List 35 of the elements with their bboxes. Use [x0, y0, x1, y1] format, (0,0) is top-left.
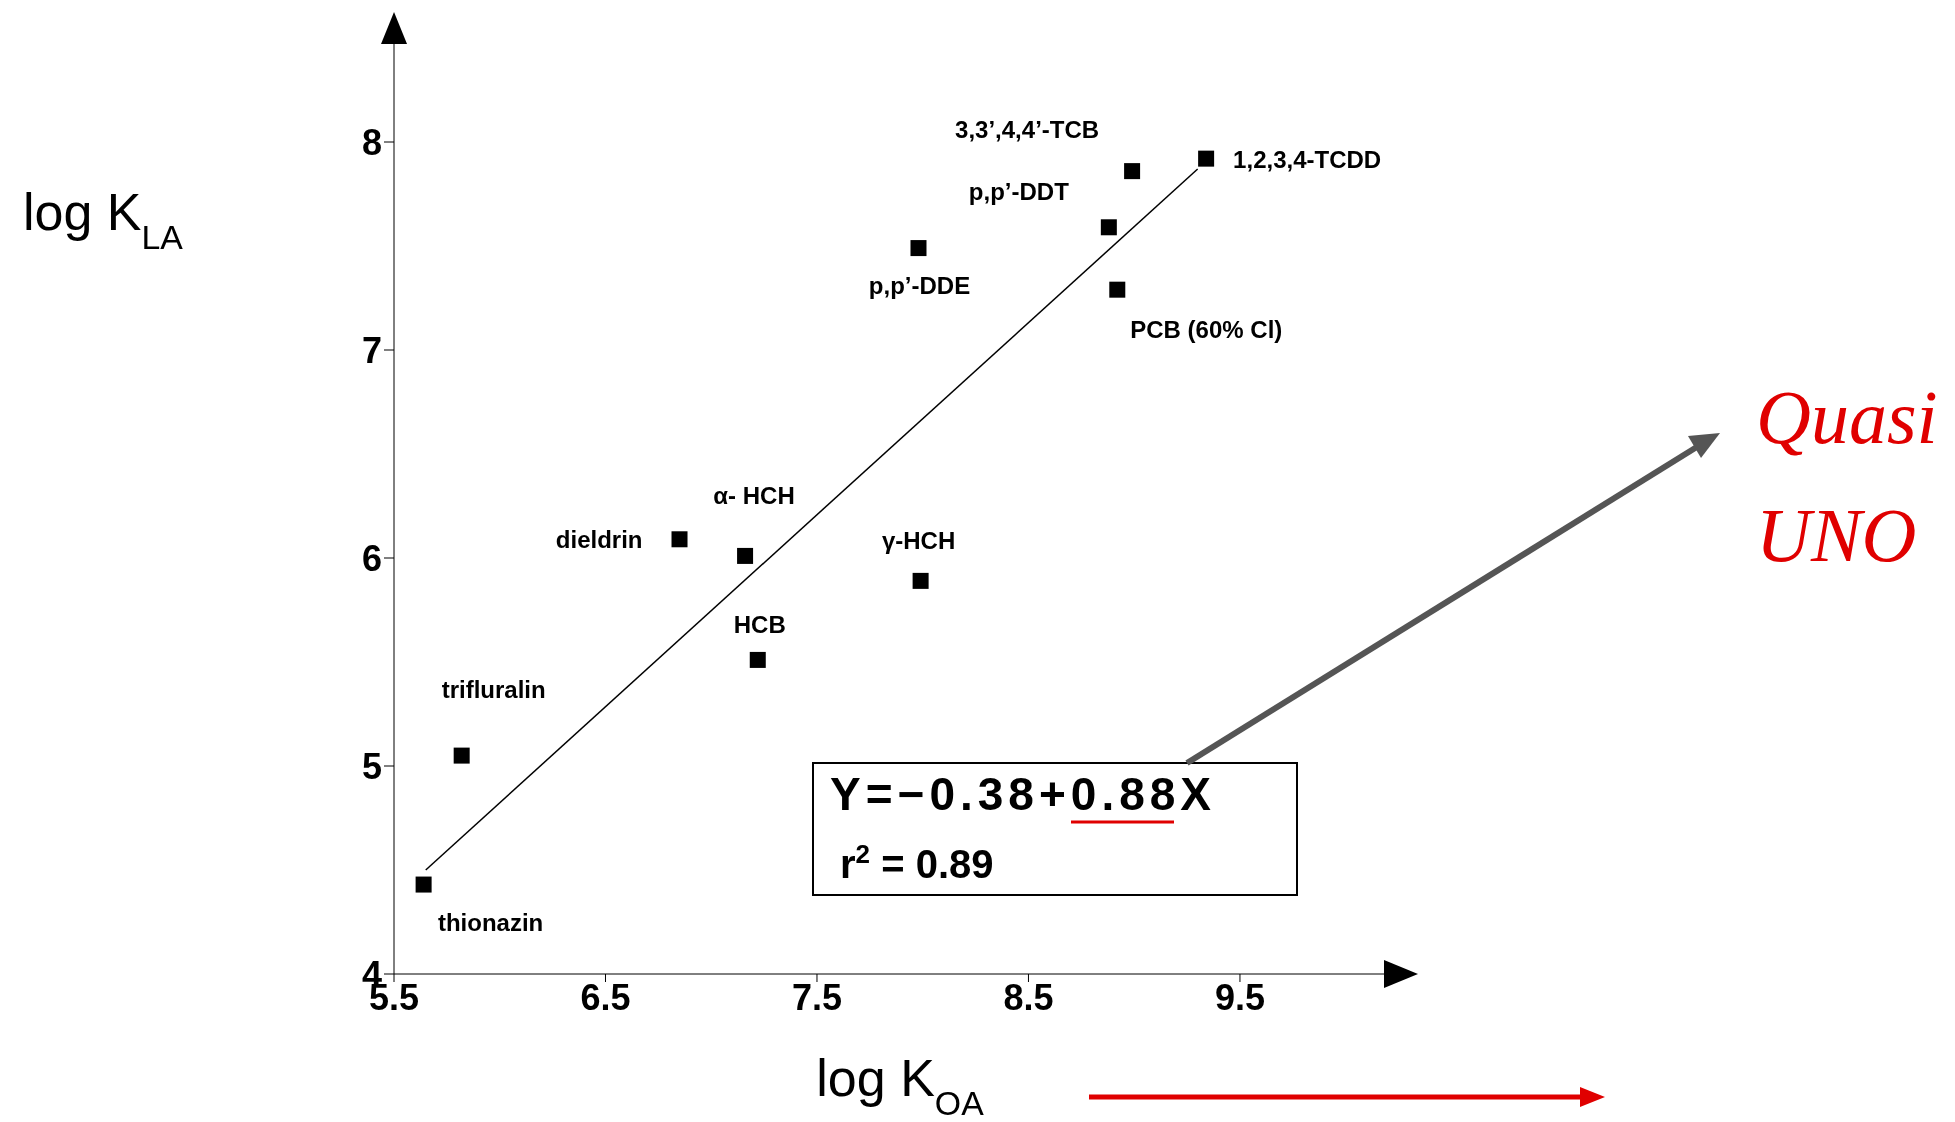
y-axis-title: log K$_{LA}$ — [23, 183, 184, 256]
x-axis-title: log K$_{OA}$ — [816, 1049, 985, 1122]
text: Quasi UNO — [1756, 375, 1938, 577]
y-tick-label: 6 — [361, 537, 382, 579]
annotation: HCB — [733, 610, 786, 638]
y-tick-label: 7 — [361, 329, 382, 371]
x-tick-label: 8.5 — [1003, 976, 1054, 1018]
annotation: γ-HCH — [881, 526, 956, 554]
x-tick-label: 7.5 — [791, 976, 842, 1018]
point — [912, 572, 929, 589]
point — [749, 651, 766, 668]
y-tick-label: 5 — [361, 745, 382, 787]
point — [737, 547, 754, 564]
x-tick-label: 6.5 — [580, 976, 631, 1018]
annotation: thionazin — [437, 908, 544, 936]
annotation: p,p’-DDE — [868, 271, 971, 299]
point — [1100, 219, 1117, 236]
point — [671, 531, 688, 548]
annotation: PCB (60% Cl) — [1130, 315, 1283, 343]
annotation: 1,2,3,4-TCDD — [1233, 145, 1382, 173]
y-tick-label: 8 — [361, 121, 382, 163]
point — [1124, 163, 1141, 180]
annotation: α- HCH — [713, 481, 795, 509]
point — [415, 876, 432, 893]
point — [1198, 150, 1215, 167]
annotation: dieldrin — [555, 525, 643, 553]
annotation: p,p’-DDT — [968, 177, 1070, 205]
x-tick-label: 9.5 — [1214, 976, 1265, 1018]
annotation: r$^{2}$ = 0.89 — [840, 839, 994, 886]
point — [1109, 281, 1126, 298]
annotation: Y=−0.38+0.88X — [830, 768, 1217, 820]
point — [910, 240, 927, 257]
point — [453, 747, 470, 764]
annotation: trifluralin — [441, 675, 546, 703]
annotation: 3,3’,4,4’-TCB — [955, 115, 1100, 143]
